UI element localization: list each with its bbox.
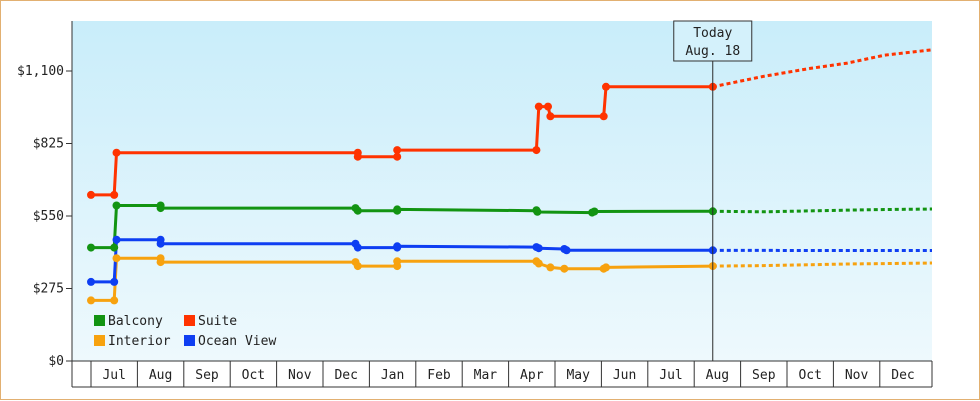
- legend-swatch: [94, 335, 105, 346]
- x-tick-label: Jan: [381, 368, 404, 383]
- data-point-ocean-view: [393, 242, 401, 250]
- data-point-suite: [87, 191, 95, 199]
- x-tick-label: Jun: [613, 368, 636, 383]
- data-point-balcony: [590, 208, 598, 216]
- data-point-suite: [600, 112, 608, 120]
- x-tick-label: Nov: [845, 368, 869, 383]
- data-point-balcony: [87, 244, 95, 252]
- x-tick-label: Oct: [242, 368, 265, 383]
- data-point-interior: [113, 254, 121, 262]
- data-point-ocean-view: [157, 240, 165, 248]
- today-callout-label: Today: [693, 26, 732, 41]
- data-point-suite: [602, 83, 610, 91]
- x-tick-label: Dec: [334, 368, 357, 383]
- y-tick-label: $825: [33, 137, 64, 152]
- data-point-balcony: [393, 205, 401, 213]
- data-point-ocean-view: [110, 278, 118, 286]
- x-tick-label: Sep: [195, 368, 219, 383]
- legend-swatch: [184, 335, 195, 346]
- data-point-ocean-view: [87, 278, 95, 286]
- data-point-balcony: [113, 202, 121, 210]
- x-tick-label: Aug: [706, 368, 729, 383]
- data-point-suite: [113, 149, 121, 157]
- x-tick-label: Mar: [474, 368, 498, 383]
- data-point-suite: [546, 112, 554, 120]
- legend-label: Ocean View: [198, 334, 276, 349]
- data-point-interior: [602, 263, 610, 271]
- data-point-ocean-view: [563, 246, 571, 254]
- x-tick-label: Nov: [288, 368, 312, 383]
- y-tick-label: $1,100: [17, 64, 64, 79]
- y-tick-label: $550: [33, 209, 64, 224]
- data-point-interior: [560, 265, 568, 273]
- data-point-balcony: [533, 208, 541, 216]
- data-point-balcony: [110, 244, 118, 252]
- data-point-suite: [110, 191, 118, 199]
- legend-swatch: [184, 315, 195, 326]
- data-point-suite: [544, 103, 552, 111]
- data-point-interior: [546, 263, 554, 271]
- x-tick-label: Feb: [427, 368, 451, 383]
- x-tick-label: May: [566, 368, 590, 383]
- legend-label: Interior: [108, 334, 171, 349]
- plot-area: [72, 21, 932, 361]
- x-tick-label: Dec: [891, 368, 914, 383]
- data-point-suite: [354, 153, 362, 161]
- data-point-interior: [393, 257, 401, 265]
- data-point-interior: [535, 260, 543, 268]
- data-point-balcony: [354, 207, 362, 215]
- y-tick-label: $275: [33, 282, 64, 297]
- x-tick-label: Jul: [102, 368, 125, 383]
- legend-swatch: [94, 315, 105, 326]
- legend-label: Suite: [198, 314, 237, 329]
- today-callout-date: Aug. 18: [685, 44, 740, 59]
- x-tick-label: Apr: [520, 368, 544, 383]
- data-point-ocean-view: [535, 244, 543, 252]
- data-point-interior: [157, 258, 165, 266]
- data-point-ocean-view: [354, 244, 362, 252]
- data-point-interior: [87, 296, 95, 304]
- data-point-suite: [535, 103, 543, 111]
- y-tick-label: $0: [48, 354, 64, 369]
- x-tick-label: Sep: [752, 368, 776, 383]
- data-point-ocean-view: [113, 236, 121, 244]
- x-tick-label: Oct: [798, 368, 821, 383]
- legend-label: Balcony: [108, 314, 163, 329]
- data-point-suite: [532, 146, 540, 154]
- data-point-balcony: [157, 204, 165, 212]
- x-tick-label: Jul: [659, 368, 682, 383]
- data-point-suite: [393, 146, 401, 154]
- data-point-interior: [354, 262, 362, 270]
- x-tick-label: Aug: [149, 368, 172, 383]
- data-point-interior: [110, 296, 118, 304]
